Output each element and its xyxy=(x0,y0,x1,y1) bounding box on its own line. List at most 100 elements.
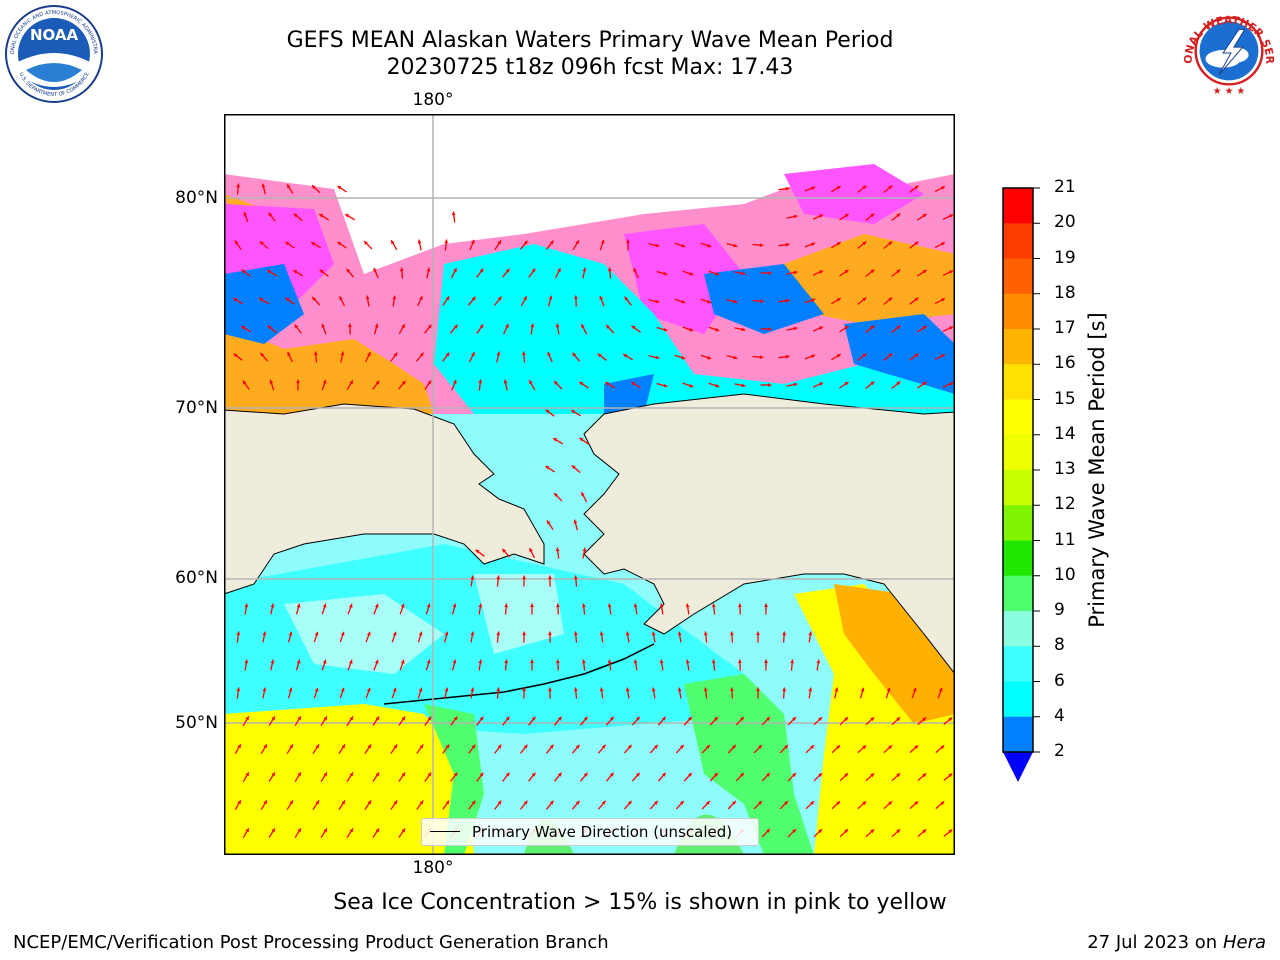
wave-arrow-head xyxy=(940,745,945,750)
wave-arrow-head xyxy=(793,326,798,331)
wave-arrow-head xyxy=(268,212,273,217)
wave-arrow-head xyxy=(582,267,587,272)
wave-arrow-head xyxy=(348,603,353,608)
wave-arrow-head xyxy=(523,800,528,805)
wave-arrow-head xyxy=(531,716,536,721)
wave-arrow-head xyxy=(607,267,612,272)
wave-arrow-head xyxy=(631,382,636,386)
footer-credit: NCEP/EMC/Verification Post Processing Pr… xyxy=(13,932,609,953)
wave-arrow-head xyxy=(896,269,901,274)
wave-arrow-head xyxy=(870,269,875,274)
wave-arrow-head xyxy=(364,241,368,245)
nws-stars: ★ ★ ★ xyxy=(1213,86,1246,97)
wave-arrow-head xyxy=(529,548,533,552)
wave-arrow-head xyxy=(575,240,579,245)
wave-arrow-head xyxy=(340,687,345,692)
colorbar-ticks xyxy=(1033,187,1040,753)
wave-arrow-head xyxy=(896,213,901,218)
wave-arrow-head xyxy=(571,410,576,414)
wave-arrow-head xyxy=(862,353,867,358)
wave-arrow-head xyxy=(530,659,534,663)
map-legend: Primary Wave Direction (unscaled) xyxy=(421,818,759,846)
colorbar-block xyxy=(1003,364,1033,400)
wave-arrow-head xyxy=(792,829,796,833)
wave-arrow-head xyxy=(922,381,927,386)
wave-arrow-head xyxy=(262,687,267,692)
wave-arrow-head xyxy=(451,211,456,216)
wave-arrow-head xyxy=(349,380,353,385)
colorbar-tick-label: 4 xyxy=(1054,705,1065,726)
wave-arrow-head xyxy=(940,186,945,190)
colorbar xyxy=(1002,187,1040,782)
colorbar-block xyxy=(1003,223,1033,259)
wave-arrow-head xyxy=(940,354,945,358)
wave-arrow-head xyxy=(785,186,790,191)
wave-arrow-head xyxy=(418,631,423,636)
wave-arrow-head xyxy=(417,239,422,244)
arctic-magenta-patches xyxy=(225,164,924,334)
wave-arrow-head xyxy=(505,772,510,777)
wave-arrow-head xyxy=(399,267,404,272)
wave-arrow-head xyxy=(296,379,300,383)
wave-arrow-head xyxy=(471,296,476,301)
wave-arrow-head xyxy=(322,379,327,384)
wave-arrow-head xyxy=(530,603,534,607)
wave-arrow-head xyxy=(548,631,552,636)
wave-arrow-head xyxy=(625,687,630,692)
wave-arrow-head xyxy=(496,631,501,636)
wave-period-map xyxy=(224,114,955,855)
wave-arrow-head xyxy=(703,687,708,692)
wave-arrow-head xyxy=(582,547,587,552)
wave-arrow-head xyxy=(948,717,953,722)
wave-arrow-head xyxy=(453,716,458,721)
wave-arrow-head xyxy=(426,659,431,664)
wave-arrow-head xyxy=(548,575,552,580)
wave-arrow-head xyxy=(888,297,893,302)
wave-arrow-head xyxy=(609,772,614,777)
wave-arrow-head xyxy=(785,354,790,359)
wave-arrow-head xyxy=(452,659,457,664)
wave-arrow-head xyxy=(557,268,561,273)
wave-arrow-head xyxy=(759,299,764,304)
wave-arrow-head xyxy=(677,687,682,692)
wave-arrow-head xyxy=(315,800,319,805)
wave-arrow-head xyxy=(811,242,816,247)
wave-arrow-head xyxy=(836,186,841,190)
wave-arrow-head xyxy=(759,355,764,360)
wave-arrow-head xyxy=(792,773,796,777)
wave-arrow-head xyxy=(293,270,298,274)
wave-arrow-head xyxy=(234,240,239,245)
wave-arrow-head xyxy=(296,603,301,608)
wave-arrow-head xyxy=(244,603,249,608)
wave-arrow-head xyxy=(715,383,720,388)
wave-arrow-head xyxy=(651,687,656,692)
wave-arrow-head xyxy=(706,745,710,749)
wave-arrow-head xyxy=(738,659,742,664)
colorbar-blocks xyxy=(1003,188,1033,753)
graticule xyxy=(225,115,954,854)
wave-arrow-head xyxy=(836,354,841,358)
wave-arrow-head xyxy=(267,325,272,330)
wave-arrow-head xyxy=(522,631,526,636)
wave-arrow-head xyxy=(267,270,272,274)
wave-arrow-head xyxy=(811,298,816,303)
wave-arrow-head xyxy=(896,381,901,386)
wave-arrow-head xyxy=(741,271,746,276)
wave-arrow-head xyxy=(862,801,867,806)
wave-arrow-head xyxy=(948,773,953,778)
wave-arrow-head xyxy=(914,353,919,358)
wave-arrow-head xyxy=(337,186,342,190)
wave-arrow-head xyxy=(479,268,484,273)
wave-arrow-head xyxy=(573,687,578,692)
wave-arrow-head xyxy=(418,687,423,692)
wave-arrow-head xyxy=(340,631,345,636)
wave-arrow-head xyxy=(949,270,953,274)
lat-label-50n: 50°N xyxy=(175,713,218,733)
wave-arrow-head xyxy=(785,242,790,247)
wave-arrow-head xyxy=(297,828,301,833)
wave-arrow-head xyxy=(844,214,849,218)
wave-arrow-head xyxy=(836,242,841,246)
wave-arrow-head xyxy=(502,548,507,553)
wave-arrow-head xyxy=(427,772,432,777)
wave-arrow-head xyxy=(715,271,720,276)
